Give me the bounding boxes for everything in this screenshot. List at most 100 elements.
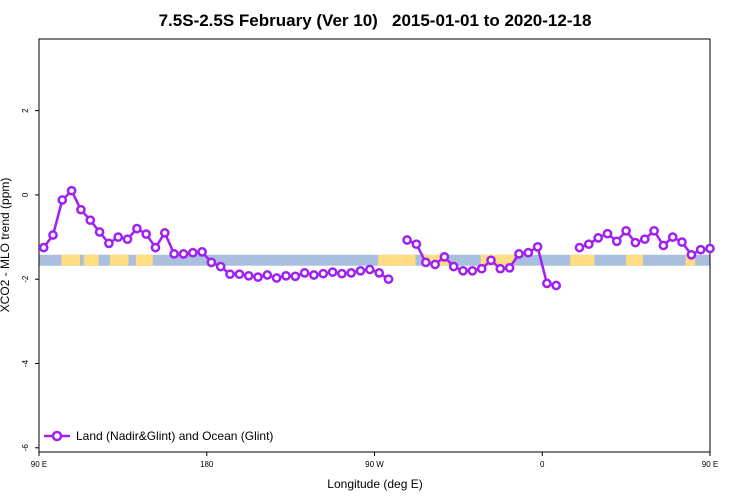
x-tick-label: 90 E [31, 460, 47, 469]
data-point [677, 237, 687, 247]
data-point [621, 225, 631, 236]
data-point [476, 263, 487, 274]
x-tick-label: 90 E [702, 460, 718, 469]
series-layer [38, 185, 715, 291]
land-band [570, 254, 595, 266]
data-point [467, 265, 478, 276]
data-point [430, 259, 440, 270]
data-point [206, 257, 217, 268]
y-tick-label: -2 [21, 275, 30, 283]
data-point [523, 247, 534, 258]
data-point [141, 229, 152, 239]
data-point [374, 268, 385, 278]
data-point [299, 268, 310, 278]
data-point [132, 223, 142, 234]
data-point [290, 271, 301, 282]
chart-title: 7.5S-2.5S February (Ver 10) 2015-01-01 t… [159, 11, 592, 30]
data-point [602, 228, 613, 239]
data-point [583, 239, 594, 250]
data-point [66, 185, 77, 196]
data-point [486, 255, 496, 266]
data-point [705, 243, 715, 254]
ocean-band [39, 254, 710, 266]
data-point [551, 280, 562, 291]
data-point [309, 270, 319, 280]
plot-frame [38, 38, 711, 453]
data-point [76, 204, 86, 215]
data-point [271, 273, 282, 283]
land-band [109, 254, 129, 266]
x-tick-label: 0 [540, 460, 545, 469]
data-point [187, 247, 198, 258]
data-point [337, 268, 347, 279]
data-point [383, 274, 394, 285]
data-point [159, 228, 170, 238]
data-point [514, 249, 524, 259]
data-point [57, 195, 68, 205]
land-band [685, 254, 696, 266]
data-point [611, 236, 622, 247]
data-point [113, 232, 124, 242]
data-point [215, 261, 226, 272]
land-band [378, 254, 416, 266]
data-point [495, 263, 506, 274]
data-point [122, 234, 133, 245]
data-point [327, 267, 338, 277]
surface-type-band [39, 254, 710, 266]
y-tick-label: 2 [21, 108, 30, 113]
land-band [626, 254, 643, 266]
data-point [262, 270, 273, 280]
data-point [346, 268, 357, 278]
data-point [234, 269, 245, 280]
data-point [542, 278, 552, 289]
x-tick-label: 180 [200, 460, 214, 469]
land-band [480, 254, 515, 266]
data-point [364, 264, 375, 275]
x-axis-label: Longitude (deg E) [327, 477, 422, 491]
data-point [420, 257, 431, 268]
y-tick-label: -4 [21, 359, 30, 367]
data-point [402, 235, 412, 245]
data-point [504, 262, 515, 273]
data-point [178, 249, 189, 259]
data-point [411, 239, 422, 250]
data-point [281, 270, 291, 281]
data-point [38, 242, 49, 253]
data-point [150, 242, 161, 253]
data-point [686, 249, 697, 260]
data-point [574, 242, 585, 253]
data-point [667, 232, 678, 242]
data-point [225, 269, 235, 280]
data-point [695, 244, 706, 255]
data-point [458, 265, 468, 276]
data-point [355, 265, 366, 276]
data-point [85, 215, 96, 226]
legend-label: Land (Nadir&Glint) and Ocean (Glint) [76, 429, 273, 443]
data-point [104, 238, 114, 249]
data-point [649, 225, 659, 236]
y-tick-label: -6 [21, 444, 30, 452]
data-point [593, 233, 604, 243]
data-point [169, 249, 179, 259]
data-point [243, 270, 254, 281]
data-point [639, 234, 650, 245]
data-point [94, 227, 105, 237]
data-point [658, 240, 669, 251]
x-tick-label: 90 W [365, 460, 384, 469]
axis-ticks: 90 E 180 90 W 0 90 E-6-4-202 [21, 108, 718, 469]
data-point [197, 246, 207, 257]
data-point [48, 230, 58, 240]
legend-marker-swatch [51, 430, 63, 442]
y-tick-label: 0 [21, 192, 30, 197]
land-band [61, 254, 81, 266]
data-point [439, 252, 450, 262]
data-point [630, 237, 641, 248]
legend: Land (Nadir&Glint) and Ocean (Glint) [44, 429, 273, 443]
data-point [448, 261, 459, 272]
y-axis-label: XCO2 - MLO trend (ppm) [0, 178, 12, 313]
data-point [532, 241, 543, 252]
land-band [83, 254, 99, 266]
data-point [253, 272, 263, 282]
land-band [135, 254, 153, 266]
